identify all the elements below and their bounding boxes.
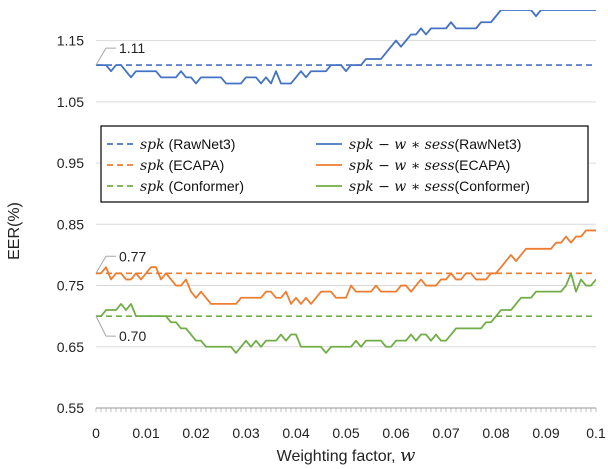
legend: spk (RawNet3)spk (ECAPA)spk (Conformer)s… — [100, 125, 589, 203]
x-axis-label-symbol: w — [400, 445, 416, 466]
y-tick-label: 0.85 — [57, 216, 84, 232]
series-line-4 — [96, 229, 596, 305]
x-axis-label-text: Weighting factor, — [277, 448, 400, 465]
series-line-3 — [96, 10, 596, 85]
x-tick-label: 0.09 — [532, 425, 559, 441]
legend-entry-math: spk − w ∗ sess — [349, 137, 455, 153]
series-lines — [96, 10, 596, 354]
legend-entry: spk − w ∗ sess(ECAPA) — [349, 157, 510, 174]
x-tick-label: 0.05 — [332, 425, 359, 441]
x-minor-ticks — [95, 408, 597, 412]
annotation-leader — [95, 47, 116, 66]
x-tick-labels: 0 0.01 0.02 0.03 0.04 0.05 0.06 0.07 0.08 0.09 0.1 — [92, 425, 606, 441]
value-annotations: 1.11 0.77 0.70 — [95, 40, 146, 344]
annotation-label: 1.11 — [119, 40, 145, 56]
x-axis-label: Weighting factor, w — [277, 445, 416, 466]
x-tick-label: 0.02 — [182, 425, 209, 441]
x-tick-label: 0.1 — [586, 425, 606, 441]
y-tick-label: 0.55 — [57, 400, 84, 416]
x-tick-label: 0.07 — [432, 425, 459, 441]
legend-entry-math: spk — [140, 179, 165, 195]
annotation-leader — [95, 315, 116, 337]
legend-entry: spk − w ∗ sess(RawNet3) — [349, 136, 521, 153]
x-tick-label: 0.01 — [132, 425, 159, 441]
legend-entry-model: (Conformer) — [455, 178, 530, 194]
x-tick-label: 0 — [92, 425, 100, 441]
legend-entry: spk (ECAPA) — [140, 157, 224, 174]
legend-entry-model: (RawNet3) — [165, 136, 236, 152]
x-tick-label: 0.06 — [382, 425, 409, 441]
legend-entry-math: spk − w ∗ sess — [349, 158, 455, 174]
y-tick-label: 1.15 — [57, 33, 84, 49]
x-tick-label: 0.03 — [232, 425, 259, 441]
annotation-leader — [95, 255, 116, 274]
y-tick-label: 1.05 — [57, 94, 84, 110]
legend-entry-model: (RawNet3) — [455, 136, 522, 152]
legend-entry-model: (ECAPA) — [455, 157, 511, 173]
y-tick-label: 0.65 — [57, 339, 84, 355]
legend-entry-model: (Conformer) — [165, 178, 244, 194]
series-line-5 — [96, 272, 596, 354]
x-tick-label: 0.08 — [482, 425, 509, 441]
y-tick-labels: 0.55 0.65 0.75 0.85 0.95 1.05 1.15 — [57, 33, 84, 416]
legend-entry: spk − w ∗ sess(Conformer) — [349, 178, 530, 195]
legend-entry-model: (ECAPA) — [165, 157, 225, 173]
legend-entry: spk (RawNet3) — [140, 136, 235, 153]
legend-entry-math: spk − w ∗ sess — [349, 179, 455, 195]
legend-entry-math: spk — [140, 158, 165, 174]
legend-box — [100, 125, 589, 203]
y-tick-label: 0.75 — [57, 278, 84, 294]
annotation-label: 0.70 — [119, 328, 146, 344]
y-axis-label: EER(%) — [6, 202, 23, 260]
annotation-label: 0.77 — [119, 248, 146, 264]
x-tick-label: 0.04 — [282, 425, 309, 441]
legend-entry-math: spk — [140, 137, 165, 153]
legend-entry: spk (Conformer) — [140, 178, 244, 195]
y-tick-label: 0.95 — [57, 155, 84, 171]
